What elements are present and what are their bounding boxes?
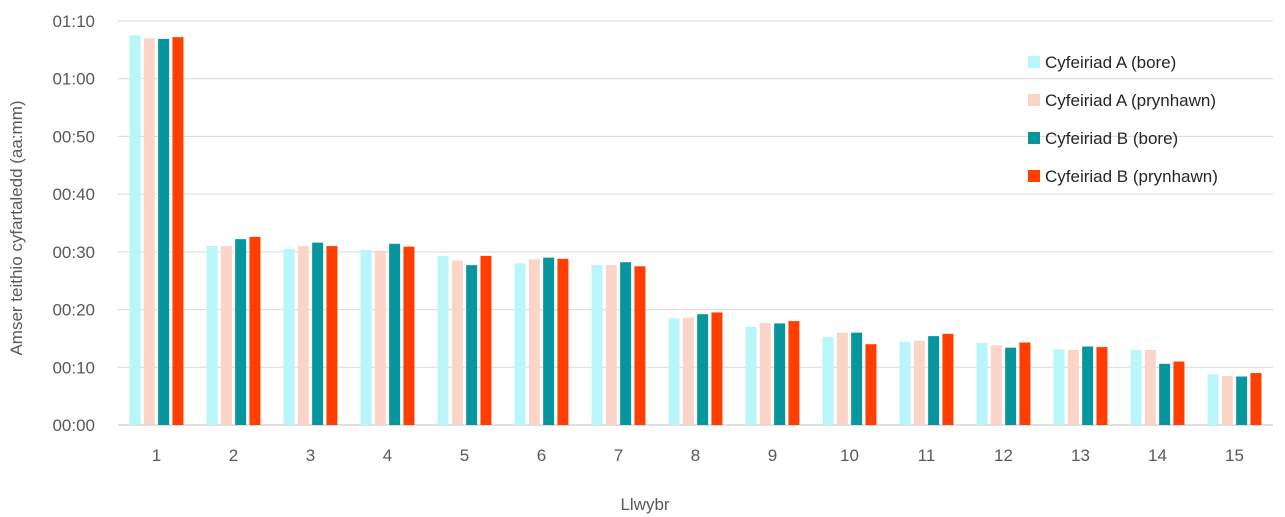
bar-series-3-cat-6 bbox=[543, 257, 555, 425]
bar-series-1-cat-1 bbox=[129, 35, 141, 426]
legend: Cyfeiriad A (bore) Cyfeiriad A (prynhawn)… bbox=[1028, 53, 1218, 186]
bar-series-3-cat-9 bbox=[774, 323, 786, 425]
gridlines bbox=[118, 20, 1273, 426]
legend-swatch bbox=[1028, 132, 1040, 144]
bar-series-3-cat-11 bbox=[928, 336, 940, 425]
bar-series-4-cat-4 bbox=[403, 246, 415, 425]
y-tick-label: 00:40 bbox=[52, 185, 95, 204]
x-axis-title: Llwybr bbox=[620, 495, 669, 514]
bar-series-4-cat-12 bbox=[1019, 342, 1031, 425]
bar-series-1-cat-14 bbox=[1130, 349, 1142, 425]
bar-series-2-cat-15 bbox=[1221, 375, 1233, 425]
bar-series-1-cat-2 bbox=[206, 246, 218, 425]
x-tick-label: 4 bbox=[383, 446, 392, 465]
y-tick-label: 00:20 bbox=[52, 301, 95, 320]
legend-swatch bbox=[1028, 56, 1040, 68]
bar-series-4-cat-7 bbox=[634, 266, 646, 425]
legend-label: Cyfeiriad B (bore) bbox=[1045, 129, 1178, 148]
bar-series-4-cat-14 bbox=[1173, 361, 1185, 425]
bar-series-2-cat-5 bbox=[451, 260, 463, 425]
bar-series-3-cat-2 bbox=[235, 239, 247, 425]
bar-series-1-cat-15 bbox=[1207, 374, 1219, 425]
x-tick-label: 9 bbox=[768, 446, 777, 465]
bar-series-1-cat-10 bbox=[822, 337, 834, 425]
bar-series-2-cat-6 bbox=[528, 259, 540, 425]
bar-series-2-cat-7 bbox=[605, 265, 617, 425]
bars bbox=[129, 35, 1262, 426]
bar-series-4-cat-13 bbox=[1096, 347, 1108, 425]
bar-series-2-cat-3 bbox=[297, 246, 309, 425]
bar-series-2-cat-13 bbox=[1067, 349, 1079, 425]
x-tick-label: 14 bbox=[1148, 446, 1167, 465]
bar-series-2-cat-2 bbox=[220, 246, 232, 425]
bar-series-1-cat-12 bbox=[976, 343, 988, 425]
bar-series-1-cat-5 bbox=[437, 255, 449, 425]
x-tick-label: 2 bbox=[229, 446, 238, 465]
bar-series-2-cat-8 bbox=[682, 317, 694, 425]
x-tick-label: 7 bbox=[614, 446, 623, 465]
x-tick-label: 6 bbox=[537, 446, 546, 465]
x-tick-label: 11 bbox=[918, 446, 936, 465]
y-tick-label: 01:00 bbox=[52, 70, 95, 89]
bar-series-3-cat-13 bbox=[1082, 346, 1094, 425]
bar-series-2-cat-4 bbox=[374, 250, 386, 425]
bar-series-1-cat-4 bbox=[360, 250, 372, 425]
x-tick-label: 12 bbox=[994, 446, 1013, 465]
bar-series-3-cat-7 bbox=[620, 262, 632, 425]
legend-swatch bbox=[1028, 94, 1040, 106]
bar-series-3-cat-5 bbox=[466, 265, 478, 425]
bar-series-3-cat-3 bbox=[312, 242, 324, 425]
bar-series-2-cat-10 bbox=[836, 332, 848, 425]
bar-series-1-cat-9 bbox=[745, 326, 757, 425]
y-tick-label: 00:00 bbox=[52, 416, 95, 435]
x-tick-label: 8 bbox=[691, 446, 700, 465]
bar-series-4-cat-8 bbox=[711, 312, 723, 425]
legend-label: Cyfeiriad A (bore) bbox=[1045, 53, 1176, 72]
bar-series-3-cat-10 bbox=[851, 332, 863, 425]
x-tick-label: 13 bbox=[1071, 446, 1090, 465]
bar-series-4-cat-10 bbox=[865, 344, 877, 425]
y-tick-label: 00:10 bbox=[52, 358, 95, 377]
bar-series-2-cat-9 bbox=[759, 322, 771, 425]
y-tick-label: 00:50 bbox=[52, 127, 95, 146]
bar-series-2-cat-14 bbox=[1144, 349, 1156, 425]
bar-series-1-cat-6 bbox=[514, 263, 526, 425]
legend-label: Cyfeiriad A (prynhawn) bbox=[1045, 91, 1216, 110]
bar-series-4-cat-3 bbox=[326, 246, 338, 425]
x-axis-ticks: 1 2 3 4 5 6 7 8 9 10 11 12 13 14 15 bbox=[152, 446, 1244, 465]
x-tick-label: 5 bbox=[460, 446, 469, 465]
bar-series-1-cat-13 bbox=[1053, 349, 1065, 425]
bar-series-4-cat-5 bbox=[480, 255, 492, 425]
y-axis-ticks: 00:00 00:10 00:20 00:30 00:40 00:50 01:00 01:10 bbox=[52, 12, 95, 435]
x-tick-label: 10 bbox=[840, 446, 859, 465]
x-tick-label: 15 bbox=[1225, 446, 1244, 465]
bar-series-1-cat-8 bbox=[668, 318, 680, 425]
legend-label: Cyfeiriad B (prynhawn) bbox=[1045, 167, 1218, 186]
bar-series-2-cat-12 bbox=[990, 345, 1002, 425]
bar-series-4-cat-2 bbox=[249, 236, 261, 425]
bar-series-4-cat-1 bbox=[172, 37, 184, 425]
y-tick-label: 01:10 bbox=[52, 12, 95, 31]
bar-series-4-cat-9 bbox=[788, 321, 800, 425]
bar-series-4-cat-15 bbox=[1250, 373, 1262, 425]
bar-series-4-cat-11 bbox=[942, 333, 954, 425]
bar-series-3-cat-12 bbox=[1005, 347, 1017, 425]
bar-series-3-cat-14 bbox=[1159, 363, 1171, 425]
bar-series-4-cat-6 bbox=[557, 258, 569, 425]
bar-series-3-cat-15 bbox=[1236, 376, 1248, 425]
bar-series-3-cat-8 bbox=[697, 314, 709, 425]
y-axis-title: Amser teithio cyfartaledd (aa:mm) bbox=[7, 100, 26, 355]
y-tick-label: 00:30 bbox=[52, 243, 95, 262]
bar-series-1-cat-3 bbox=[283, 248, 295, 425]
bar-series-3-cat-4 bbox=[389, 243, 401, 425]
bar-series-2-cat-1 bbox=[143, 38, 155, 426]
bar-series-1-cat-11 bbox=[899, 341, 911, 425]
bar-series-2-cat-11 bbox=[913, 340, 925, 425]
x-tick-label: 1 bbox=[152, 446, 161, 465]
legend-swatch bbox=[1028, 170, 1040, 182]
x-tick-label: 3 bbox=[306, 446, 315, 465]
bar-series-1-cat-7 bbox=[591, 265, 603, 425]
bar-series-3-cat-1 bbox=[158, 38, 170, 426]
